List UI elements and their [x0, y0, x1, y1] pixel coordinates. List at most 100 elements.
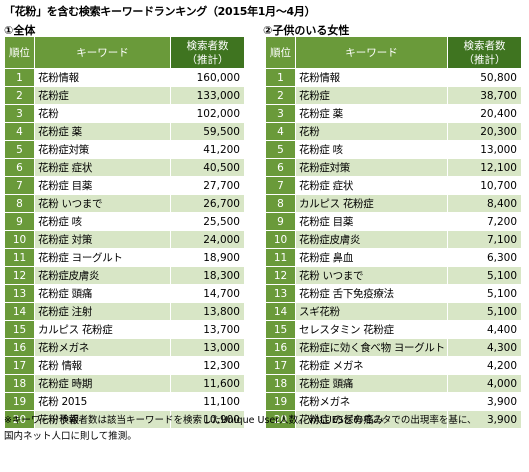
keyword-cell: 花粉症 舌下免疫療法	[295, 284, 448, 303]
table-row: 4 花粉症 薬 59,500	[4, 122, 245, 141]
rank-cell: 10	[265, 230, 296, 249]
table-row: 19 花粉メガネ 3,900	[265, 392, 522, 411]
rank-cell: 1	[265, 68, 296, 87]
count-cell: 4,200	[447, 356, 522, 375]
table-body: 1 花粉情報 50,800 2 花粉症 38,700 3 花粉症 薬 20,400 4 花粉 20,3…	[265, 68, 522, 429]
table-row: 16 花粉症に効く食べ物 ヨーグルト 4,300	[265, 338, 522, 357]
keyword-cell: 花粉症 咳	[295, 140, 448, 159]
table-row: 6 花粉症対策 12,100	[265, 158, 522, 177]
count-cell: 13,700	[170, 320, 245, 339]
rank-cell: 2	[265, 86, 296, 105]
keyword-cell: 花粉症 薬	[34, 122, 171, 141]
table-row: 8 カルピス 花粉症 8,400	[265, 194, 522, 213]
table-row: 18 花粉症 頭痛 4,000	[265, 374, 522, 393]
count-cell: 13,800	[170, 302, 245, 321]
table-row: 14 花粉症 注射 13,800	[4, 302, 245, 321]
keyword-cell: 花粉	[34, 104, 171, 123]
table-row: 15 カルピス 花粉症 13,700	[4, 320, 245, 339]
count-cell: 5,100	[447, 266, 522, 285]
table-row: 16 花粉メガネ 13,000	[4, 338, 245, 357]
count-cell: 20,300	[447, 122, 522, 141]
rank-cell: 2	[4, 86, 35, 105]
keyword-cell: 花粉症	[34, 86, 171, 105]
keyword-cell: 花粉症 頭痛	[295, 374, 448, 393]
ranking-table-overall: 順位 キーワード 検索者数 （推計） 1 花粉情報 160,000 2 花粉症 133,0…	[4, 36, 245, 429]
table-header-row: 順位 キーワード 検索者数 （推計）	[265, 36, 522, 69]
count-column-header: 検索者数 （推計）	[447, 36, 522, 69]
count-cell: 5,100	[447, 284, 522, 303]
rank-column-header: 順位	[4, 36, 35, 69]
rank-cell: 4	[265, 122, 296, 141]
table-row: 10 花粉症 対策 24,000	[4, 230, 245, 249]
table-row: 13 花粉症 頭痛 14,700	[4, 284, 245, 303]
rank-cell: 8	[4, 194, 35, 213]
count-cell: 133,000	[170, 86, 245, 105]
rank-column-header: 順位	[265, 36, 296, 69]
rank-cell: 16	[265, 338, 296, 357]
rank-cell: 6	[265, 158, 296, 177]
table-row: 7 花粉症 目薬 27,700	[4, 176, 245, 195]
table-row: 17 花粉 情報 12,300	[4, 356, 245, 375]
footnote-line2: 国内ネット人口に則して推測。	[4, 431, 137, 442]
count-cell: 4,000	[447, 374, 522, 393]
table-row: 5 花粉症 咳 13,000	[265, 140, 522, 159]
keyword-cell: 花粉症 鼻血	[295, 248, 448, 267]
rank-cell: 9	[4, 212, 35, 231]
rank-cell: 18	[4, 374, 35, 393]
rank-cell: 18	[265, 374, 296, 393]
keyword-cell: 花粉症 対策	[34, 230, 171, 249]
keyword-cell: 花粉情報	[34, 68, 171, 87]
count-cell: 41,200	[170, 140, 245, 159]
rank-cell: 19	[265, 392, 296, 411]
footnote: ※キーワード検索者数は該当キーワードを検索したUnique User人数。VAL…	[4, 413, 524, 445]
count-cell: 4,400	[447, 320, 522, 339]
count-cell: 11,600	[170, 374, 245, 393]
count-cell: 5,100	[447, 302, 522, 321]
rank-cell: 14	[4, 302, 35, 321]
rank-cell: 7	[265, 176, 296, 195]
keyword-cell: 花粉症 症状	[295, 176, 448, 195]
count-cell: 10,700	[447, 176, 522, 195]
rank-cell: 10	[4, 230, 35, 249]
keyword-cell: 花粉 いつまで	[34, 194, 171, 213]
rank-cell: 7	[4, 176, 35, 195]
count-cell: 24,000	[170, 230, 245, 249]
page-title: 「花粉」を含む検索キーワードランキング（2015年1月～4月）	[4, 5, 316, 18]
table-row: 17 花粉症 メガネ 4,200	[265, 356, 522, 375]
footnote-line1: ※キーワード検索者数は該当キーワードを検索したUnique User人数。VAL…	[4, 415, 477, 426]
count-cell: 4,300	[447, 338, 522, 357]
rank-cell: 16	[4, 338, 35, 357]
count-cell: 160,000	[170, 68, 245, 87]
table-row: 1 花粉情報 160,000	[4, 68, 245, 87]
keyword-cell: カルピス 花粉症	[34, 320, 171, 339]
keyword-cell: 花粉症対策	[34, 140, 171, 159]
count-cell: 13,000	[447, 140, 522, 159]
keyword-column-header: キーワード	[34, 36, 171, 69]
rank-cell: 12	[4, 266, 35, 285]
table-row: 20 花粉予報 10,900	[4, 410, 245, 429]
table-row: 10 花粉症皮膚炎 7,100	[265, 230, 522, 249]
table-row: 4 花粉 20,300	[265, 122, 522, 141]
keyword-column-header: キーワード	[295, 36, 448, 69]
keyword-cell: 花粉症皮膚炎	[34, 266, 171, 285]
count-cell: 20,400	[447, 104, 522, 123]
table-row: 3 花粉症 薬 20,400	[265, 104, 522, 123]
rank-cell: 3	[4, 104, 35, 123]
count-header-line1: 検索者数	[186, 39, 229, 52]
rank-cell: 4	[4, 122, 35, 141]
keyword-cell: 花粉症 目薬	[34, 176, 171, 195]
table-row: 13 花粉症 舌下免疫療法 5,100	[265, 284, 522, 303]
count-cell: 10,900	[170, 410, 245, 429]
rank-cell: 5	[265, 140, 296, 159]
keyword-cell: 花粉症 症状	[34, 158, 171, 177]
table-row: 14 スギ花粉 5,100	[265, 302, 522, 321]
rank-cell: 13	[265, 284, 296, 303]
table-row: 15 セレスタミン 花粉症 4,400	[265, 320, 522, 339]
keyword-cell: 花粉症 時期	[34, 374, 171, 393]
count-cell: 59,500	[170, 122, 245, 141]
keyword-cell: 花粉症 ヨーグルト	[34, 248, 171, 267]
keyword-cell: 花粉予報	[34, 410, 171, 429]
count-cell: 27,700	[170, 176, 245, 195]
count-cell: 7,100	[447, 230, 522, 249]
rank-cell: 19	[4, 392, 35, 411]
